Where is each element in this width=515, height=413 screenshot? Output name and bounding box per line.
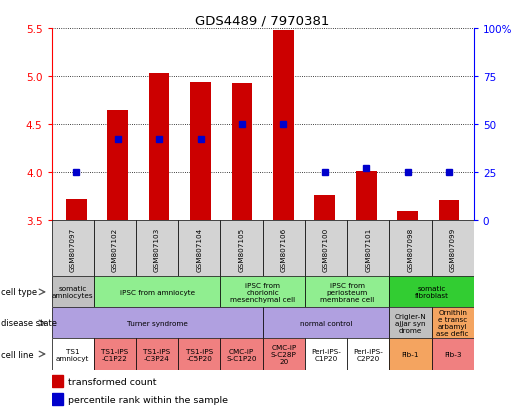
Text: TS1
amniocyt: TS1 amniocyt: [56, 348, 89, 361]
Text: normal control: normal control: [300, 320, 352, 326]
Bar: [389, 308, 432, 339]
Text: cell type: cell type: [1, 288, 37, 297]
Bar: [356, 172, 376, 221]
Bar: [314, 196, 335, 221]
Bar: [108, 111, 128, 221]
Bar: [432, 339, 474, 370]
Text: Peri-iPS-
C1P20: Peri-iPS- C1P20: [311, 348, 341, 361]
Bar: [52, 339, 94, 370]
Bar: [432, 221, 474, 277]
Text: GSM807106: GSM807106: [281, 227, 287, 271]
Bar: [178, 339, 220, 370]
Bar: [263, 308, 389, 339]
Text: GSM807097: GSM807097: [70, 227, 76, 271]
Bar: [389, 221, 432, 277]
Text: GSM807100: GSM807100: [323, 227, 329, 271]
Bar: [190, 83, 211, 221]
Bar: [347, 339, 389, 370]
Text: iPSC from
chorionic
mesenchymal cell: iPSC from chorionic mesenchymal cell: [230, 282, 295, 302]
Bar: [66, 200, 87, 221]
Bar: [273, 31, 294, 221]
Bar: [136, 339, 178, 370]
Text: GSM807105: GSM807105: [238, 227, 245, 271]
Bar: [94, 339, 136, 370]
Text: CMC-iP
S-C28P
20: CMC-iP S-C28P 20: [271, 344, 297, 364]
Text: Ornithin
e transc
arbamyl
ase defic: Ornithin e transc arbamyl ase defic: [436, 310, 469, 337]
Text: transformed count: transformed count: [67, 377, 156, 386]
Bar: [52, 277, 94, 308]
Bar: [432, 308, 474, 339]
Bar: [220, 221, 263, 277]
Text: GSM807099: GSM807099: [450, 227, 456, 271]
Bar: [220, 277, 305, 308]
Bar: [439, 201, 459, 221]
Bar: [389, 339, 432, 370]
Text: iPSC from amniocyte: iPSC from amniocyte: [119, 289, 195, 295]
Text: GSM807102: GSM807102: [112, 227, 118, 271]
Text: cell line: cell line: [1, 350, 33, 358]
Bar: [149, 74, 169, 221]
Text: Crigler-N
ajjar syn
drome: Crigler-N ajjar syn drome: [394, 313, 426, 333]
Text: Turner syndrome: Turner syndrome: [127, 320, 187, 326]
Bar: [220, 339, 263, 370]
Bar: [305, 277, 389, 308]
Bar: [347, 221, 389, 277]
Bar: [52, 393, 63, 405]
Bar: [52, 375, 63, 387]
Text: TS1-iPS
-C3P24: TS1-iPS -C3P24: [144, 348, 170, 361]
Text: GSM807103: GSM807103: [154, 227, 160, 271]
Text: somatic
amniocytes: somatic amniocytes: [52, 286, 93, 299]
Bar: [305, 221, 347, 277]
Text: Fib-3: Fib-3: [444, 351, 461, 357]
Bar: [136, 221, 178, 277]
Text: TS1-iPS
-C5P20: TS1-iPS -C5P20: [186, 348, 213, 361]
Text: Fib-1: Fib-1: [402, 351, 419, 357]
Bar: [263, 339, 305, 370]
Title: GDS4489 / 7970381: GDS4489 / 7970381: [196, 15, 330, 28]
Text: disease state: disease state: [1, 319, 57, 328]
Text: TS1-iPS
-C1P22: TS1-iPS -C1P22: [101, 348, 128, 361]
Text: GSM807104: GSM807104: [196, 227, 202, 271]
Text: Peri-iPS-
C2P20: Peri-iPS- C2P20: [353, 348, 383, 361]
Text: percentile rank within the sample: percentile rank within the sample: [67, 395, 228, 404]
Text: CMC-iP
S-C1P20: CMC-iP S-C1P20: [226, 348, 257, 361]
Bar: [52, 221, 94, 277]
Bar: [94, 221, 136, 277]
Bar: [305, 339, 347, 370]
Text: GSM807098: GSM807098: [407, 227, 414, 271]
Bar: [263, 221, 305, 277]
Bar: [397, 211, 418, 221]
Bar: [232, 84, 252, 221]
Bar: [52, 308, 263, 339]
Text: somatic
fibroblast: somatic fibroblast: [415, 286, 449, 299]
Text: GSM807101: GSM807101: [365, 227, 371, 271]
Bar: [178, 221, 220, 277]
Text: iPSC from
periosteum
membrane cell: iPSC from periosteum membrane cell: [320, 282, 374, 302]
Bar: [94, 277, 220, 308]
Bar: [389, 277, 474, 308]
